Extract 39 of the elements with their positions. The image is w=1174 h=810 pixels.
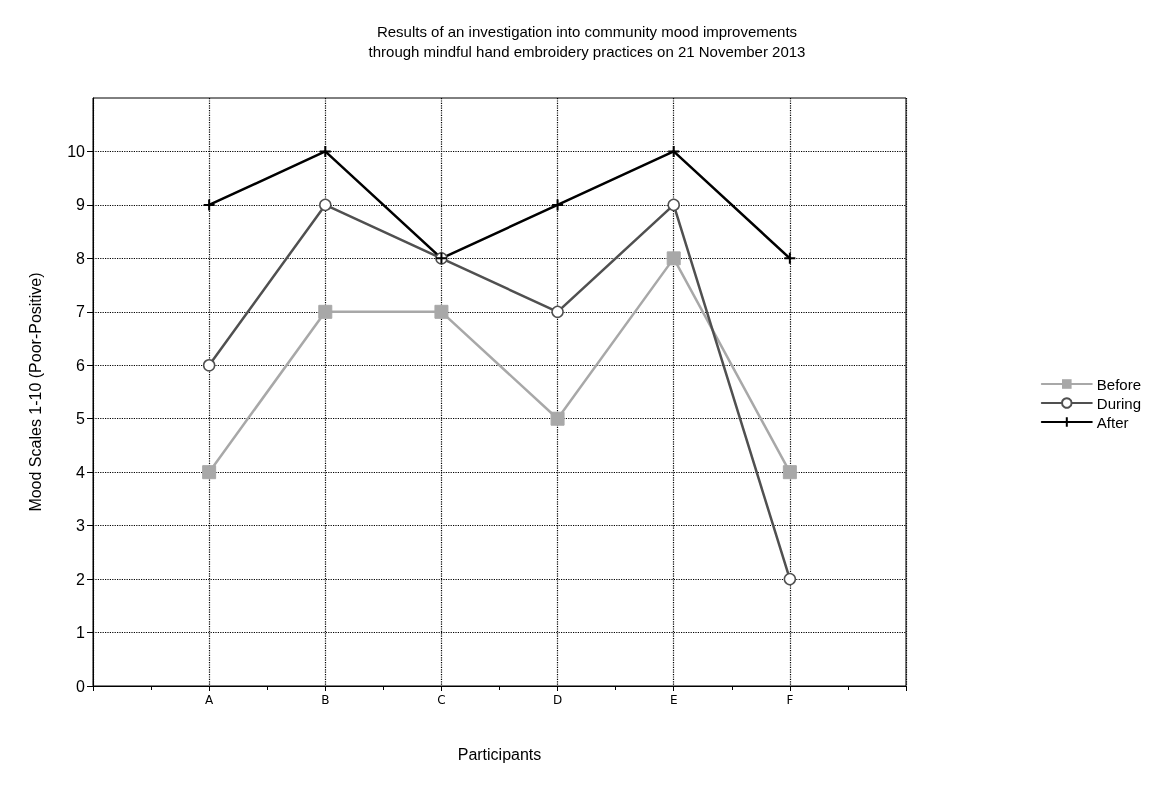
point bbox=[667, 144, 681, 158]
point bbox=[551, 198, 565, 212]
y-tick-label: 0 bbox=[76, 677, 86, 695]
x-tick-label: B bbox=[321, 693, 330, 707]
chart-title: Results of an investigation into community mood improvements through mindful hand embroidery practices on 21 November 2013 bbox=[368, 22, 806, 60]
y-tick-label: 8 bbox=[76, 249, 86, 267]
legend-label: After bbox=[1096, 413, 1129, 431]
x-tick-label: E bbox=[669, 693, 678, 707]
x-tick-label: D bbox=[552, 693, 563, 707]
y-tick-label: 4 bbox=[76, 463, 86, 481]
point bbox=[202, 198, 216, 212]
y-tick-label: 5 bbox=[76, 410, 86, 428]
point bbox=[667, 198, 680, 212]
point bbox=[783, 251, 797, 265]
x-axis-title: Participants bbox=[457, 745, 542, 763]
point bbox=[434, 304, 449, 319]
point bbox=[318, 144, 332, 158]
legend-label: Before bbox=[1096, 375, 1142, 393]
x-tick-label: F bbox=[786, 693, 794, 707]
y-tick-label: 6 bbox=[76, 356, 86, 374]
x-tick-label: C bbox=[437, 693, 446, 707]
point bbox=[202, 465, 217, 480]
y-axis-title: Mood Scales 1-10 (Poor-Positive) bbox=[26, 272, 44, 512]
y-tick-label: 7 bbox=[76, 303, 86, 321]
point bbox=[319, 198, 332, 212]
point bbox=[550, 411, 565, 426]
y-tick-label: 9 bbox=[76, 196, 86, 214]
y-tick-label: 1 bbox=[76, 624, 86, 642]
legend-label: During bbox=[1096, 394, 1141, 412]
y-tick-label: 2 bbox=[76, 570, 86, 588]
point bbox=[318, 304, 333, 319]
point bbox=[783, 572, 797, 586]
point bbox=[551, 305, 564, 319]
y-tick-label: 10 bbox=[67, 142, 86, 160]
x-tick-label: A bbox=[205, 693, 215, 707]
point bbox=[202, 359, 216, 372]
y-tick-label: 3 bbox=[76, 517, 86, 535]
point bbox=[782, 465, 797, 480]
point bbox=[666, 251, 681, 266]
